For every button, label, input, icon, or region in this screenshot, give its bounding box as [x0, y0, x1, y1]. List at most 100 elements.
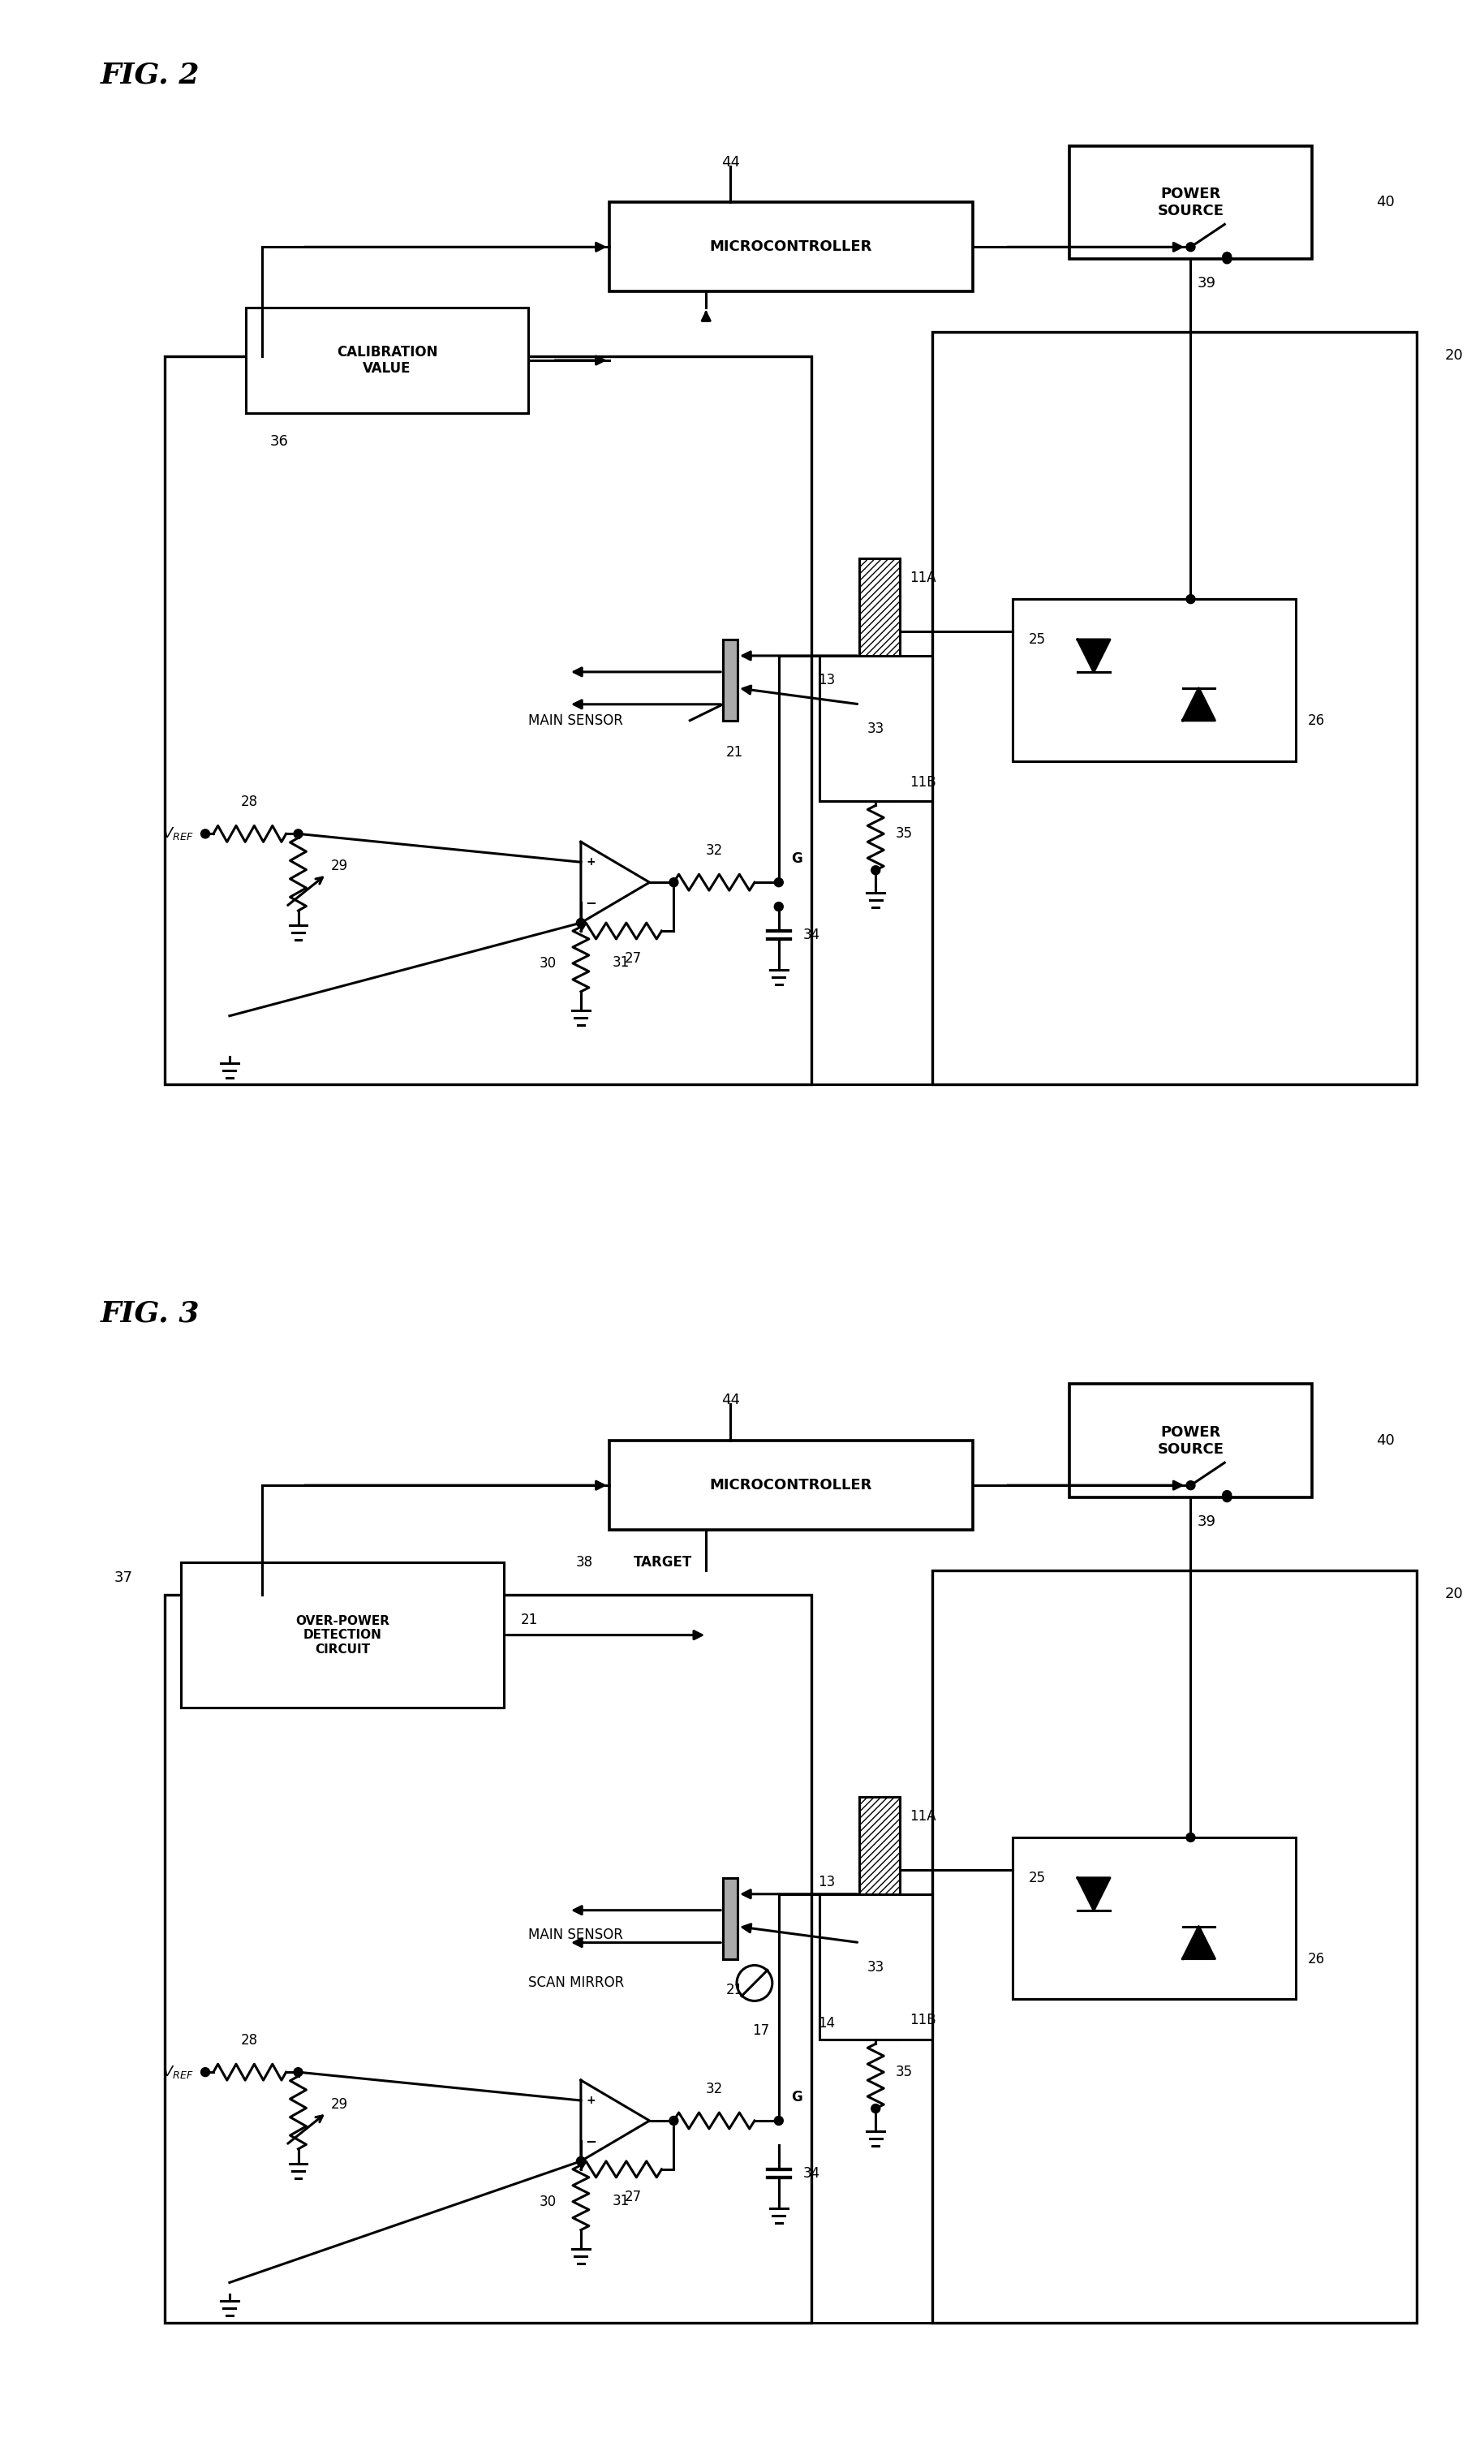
Bar	[246, 308, 528, 414]
Text: 28: 28	[242, 2033, 258, 2048]
Circle shape	[669, 877, 678, 887]
Circle shape	[1186, 1481, 1195, 1491]
Circle shape	[775, 902, 784, 912]
Text: 30: 30	[540, 2195, 556, 2208]
Text: 33: 33	[867, 722, 884, 737]
Text: 26: 26	[1307, 1951, 1325, 1966]
Text: 11A: 11A	[910, 1809, 936, 1823]
Text: 29: 29	[331, 860, 347, 872]
Text: 28: 28	[242, 796, 258, 811]
Text: 40: 40	[1377, 1434, 1395, 1449]
Circle shape	[775, 2117, 784, 2124]
Circle shape	[1223, 251, 1232, 261]
Text: 20: 20	[1445, 1587, 1463, 1602]
Text: 29: 29	[331, 2097, 347, 2112]
Text: 21: 21	[726, 1984, 743, 1998]
Circle shape	[200, 830, 209, 838]
Circle shape	[1186, 241, 1195, 251]
Text: MAIN SENSOR: MAIN SENSOR	[528, 1927, 623, 1942]
Text: FIG. 2: FIG. 2	[101, 62, 200, 89]
Bar	[1014, 1838, 1296, 1998]
Text: 26: 26	[1307, 712, 1325, 727]
Text: 25: 25	[1028, 633, 1046, 648]
Text: −: −	[585, 2134, 597, 2149]
Text: 13: 13	[818, 1875, 835, 1890]
Bar	[181, 1562, 505, 1708]
Bar	[859, 559, 899, 801]
Text: 27: 27	[625, 951, 643, 966]
Text: 34: 34	[803, 2166, 821, 2181]
Circle shape	[576, 919, 585, 926]
Bar	[859, 1796, 899, 2040]
Text: 33: 33	[867, 1959, 884, 1974]
Text: TARGET: TARGET	[634, 1555, 692, 1570]
Circle shape	[871, 865, 880, 875]
Text: 31: 31	[613, 956, 629, 971]
Bar	[723, 1878, 738, 1959]
Circle shape	[871, 2104, 880, 2114]
Circle shape	[1223, 1491, 1232, 1501]
Text: FIG. 3: FIG. 3	[101, 1301, 200, 1328]
Bar	[1070, 1385, 1312, 1498]
Circle shape	[1223, 1493, 1232, 1503]
Text: 34: 34	[803, 926, 821, 941]
Text: 27: 27	[625, 2190, 643, 2205]
Polygon shape	[1183, 687, 1215, 719]
Circle shape	[1223, 254, 1232, 264]
Circle shape	[669, 2117, 678, 2124]
Text: $V_{REF}$: $V_{REF}$	[162, 2065, 193, 2080]
Text: 39: 39	[1198, 276, 1217, 291]
Text: 11B: 11B	[910, 2013, 936, 2028]
Polygon shape	[1077, 641, 1110, 673]
Text: 25: 25	[1028, 1870, 1046, 1885]
Text: OVER-POWER
DETECTION
CIRCUIT: OVER-POWER DETECTION CIRCUIT	[295, 1614, 390, 1656]
Bar	[932, 1570, 1417, 2324]
Text: 11A: 11A	[910, 572, 936, 586]
Text: 44: 44	[721, 1392, 739, 1407]
Text: 40: 40	[1377, 195, 1395, 209]
Text: CALIBRATION
VALUE: CALIBRATION VALUE	[337, 345, 438, 377]
Text: POWER
SOURCE: POWER SOURCE	[1158, 187, 1224, 219]
Text: 30: 30	[540, 956, 556, 971]
Bar	[819, 655, 932, 801]
Text: +: +	[586, 857, 595, 867]
Text: 20: 20	[1445, 347, 1463, 362]
Bar	[723, 641, 738, 719]
Text: 38: 38	[576, 1555, 594, 1570]
Text: 36: 36	[270, 434, 288, 448]
Circle shape	[294, 830, 303, 838]
Text: G: G	[791, 853, 801, 867]
Bar	[608, 202, 972, 291]
Text: MICROCONTROLLER: MICROCONTROLLER	[709, 239, 873, 254]
Text: 31: 31	[613, 2193, 629, 2208]
Text: 44: 44	[721, 155, 739, 170]
Text: 37: 37	[114, 1570, 132, 1584]
Text: POWER
SOURCE: POWER SOURCE	[1158, 1424, 1224, 1456]
Text: −: −	[585, 894, 597, 909]
Text: 21: 21	[726, 744, 743, 759]
Text: 11B: 11B	[910, 774, 936, 788]
Text: 14: 14	[818, 2016, 835, 2030]
Circle shape	[200, 2067, 209, 2077]
Bar	[819, 1895, 932, 2040]
Text: 32: 32	[705, 843, 723, 857]
Text: MAIN SENSOR: MAIN SENSOR	[528, 712, 623, 727]
Text: 21: 21	[521, 1611, 537, 1626]
Polygon shape	[1183, 1927, 1215, 1959]
Text: 35: 35	[896, 825, 913, 840]
Text: 32: 32	[705, 2082, 723, 2097]
Bar	[1014, 599, 1296, 761]
Bar	[932, 333, 1417, 1084]
Text: 13: 13	[818, 673, 835, 687]
Text: 17: 17	[752, 2023, 770, 2038]
Circle shape	[775, 877, 784, 887]
Text: $V_{REF}$: $V_{REF}$	[162, 825, 193, 843]
Text: +: +	[586, 2094, 595, 2107]
Text: MICROCONTROLLER: MICROCONTROLLER	[709, 1478, 873, 1493]
Bar	[1070, 145, 1312, 259]
Circle shape	[1186, 594, 1195, 604]
Circle shape	[576, 2156, 585, 2166]
Bar	[165, 1594, 812, 2324]
Circle shape	[1186, 1833, 1195, 1843]
Text: 35: 35	[896, 2065, 913, 2080]
